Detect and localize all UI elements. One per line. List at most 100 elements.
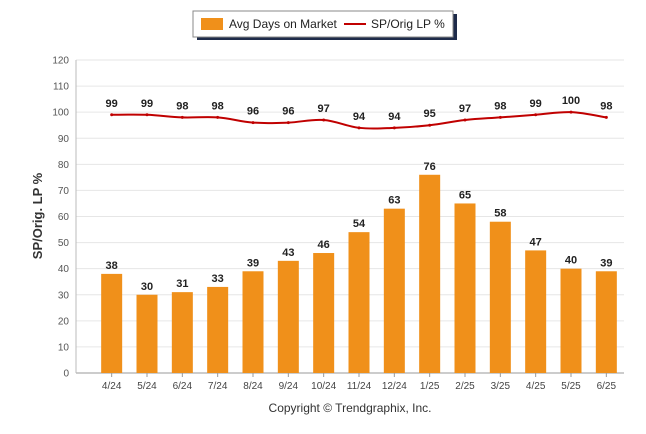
- bar-series: [101, 174, 617, 373]
- line-data-label: 96: [282, 106, 294, 118]
- x-tick-label: 5/24: [137, 381, 157, 392]
- y-tick-label: 90: [58, 134, 70, 145]
- bar: [171, 292, 193, 373]
- line-point: [145, 113, 149, 117]
- bar-data-label: 46: [318, 239, 330, 251]
- bar-data-label: 47: [530, 236, 542, 248]
- line-data-label: 94: [388, 111, 401, 123]
- bar: [313, 253, 335, 373]
- y-tick-label: 20: [58, 316, 70, 327]
- line-data-label: 97: [459, 103, 471, 115]
- line-point: [463, 118, 467, 122]
- line-data-label: 99: [530, 98, 542, 110]
- bar-labels: 38 30 31 33 39 43 46 54 63 76 65 58 47 40 39: [106, 161, 613, 293]
- y-axis-title: SP/Orig. LP %: [30, 172, 45, 259]
- x-axis-ticks: 4/24 5/24 6/24 7/24 8/24 9/24 10/24 11/24 12/24 1…: [102, 373, 617, 392]
- bar-data-label: 33: [212, 273, 224, 285]
- y-tick-label: 100: [52, 108, 69, 119]
- line-data-label: 99: [141, 98, 153, 110]
- line-point: [534, 113, 538, 117]
- bar: [560, 268, 582, 373]
- y-tick-label: 0: [63, 369, 69, 380]
- line-point: [569, 110, 573, 114]
- x-tick-label: 6/25: [597, 381, 617, 392]
- bar: [207, 286, 229, 373]
- bar: [242, 271, 264, 373]
- y-axis-ticks: 0 10 20 30 40 50 60 70 80 90 100 110 120: [52, 56, 69, 380]
- x-tick-label: 4/25: [526, 381, 546, 392]
- line-data-label: 98: [494, 100, 506, 112]
- bar-data-label: 65: [459, 189, 471, 201]
- bar: [383, 208, 405, 373]
- line-point: [428, 123, 432, 127]
- line-point: [110, 113, 114, 117]
- bar-data-label: 39: [600, 257, 612, 269]
- line-data-label: 100: [562, 95, 580, 107]
- x-tick-label: 7/24: [208, 381, 228, 392]
- bar-data-label: 30: [141, 281, 153, 293]
- bar: [101, 273, 123, 373]
- legend-bar-swatch: [201, 18, 223, 30]
- line-data-label: 95: [424, 108, 436, 120]
- bar-data-label: 76: [424, 161, 436, 173]
- y-tick-label: 10: [58, 342, 70, 353]
- y-tick-label: 110: [53, 82, 69, 93]
- bar: [595, 271, 617, 373]
- line-data-label: 98: [176, 100, 188, 112]
- y-tick-label: 40: [58, 264, 70, 275]
- line-point: [216, 115, 220, 119]
- line-series: [110, 110, 608, 130]
- y-tick-label: 60: [58, 212, 70, 223]
- bar-data-label: 31: [176, 278, 188, 290]
- x-tick-label: 4/24: [102, 381, 122, 392]
- line-point: [392, 126, 396, 130]
- legend-label-line: SP/Orig LP %: [371, 17, 445, 31]
- legend: Avg Days on Market SP/Orig LP %: [192, 10, 457, 40]
- line-point: [357, 126, 361, 130]
- bar: [525, 250, 547, 373]
- y-tick-label: 70: [58, 186, 70, 197]
- x-tick-label: 9/24: [279, 381, 299, 392]
- x-tick-label: 11/24: [347, 381, 372, 392]
- bar-data-label: 54: [353, 218, 366, 230]
- y-tick-label: 50: [58, 238, 70, 249]
- y-tick-label: 80: [58, 160, 70, 171]
- x-tick-label: 3/25: [491, 381, 511, 392]
- line-data-label: 99: [106, 98, 118, 110]
- line-point: [604, 115, 608, 119]
- bar: [454, 203, 476, 373]
- line-data-label: 97: [318, 103, 330, 115]
- x-tick-label: 10/24: [311, 381, 336, 392]
- legend-label-bars: Avg Days on Market: [229, 17, 337, 31]
- line-data-label: 98: [600, 100, 612, 112]
- legend-box: [192, 10, 454, 38]
- y-tick-label: 120: [52, 56, 69, 67]
- line-point: [180, 115, 184, 119]
- bar: [348, 232, 370, 373]
- line-data-label: 94: [353, 111, 366, 123]
- line-point: [286, 121, 290, 125]
- bar: [419, 174, 441, 373]
- bar: [489, 221, 511, 373]
- x-tick-label: 12/24: [382, 381, 407, 392]
- copyright-footer: Copyright © Trendgraphix, Inc.: [269, 401, 432, 415]
- x-tick-label: 6/24: [173, 381, 193, 392]
- line-labels: 99 99 98 98 96 96 97 94 94 95 97 98 99 100 98: [106, 95, 613, 123]
- bar-data-label: 38: [106, 260, 118, 272]
- line-data-label: 96: [247, 106, 259, 118]
- bar-data-label: 43: [282, 247, 294, 259]
- bar: [277, 260, 299, 373]
- x-tick-label: 8/24: [243, 381, 263, 392]
- bar-data-label: 58: [494, 208, 506, 220]
- x-tick-label: 5/25: [561, 381, 581, 392]
- line-point: [322, 118, 326, 122]
- bar-data-label: 63: [388, 195, 400, 207]
- y-tick-label: 30: [58, 290, 70, 301]
- line-point: [251, 121, 255, 125]
- bar-data-label: 40: [565, 255, 577, 267]
- x-tick-label: 2/25: [455, 381, 475, 392]
- x-tick-label: 1/25: [420, 381, 440, 392]
- line-data-label: 98: [212, 100, 224, 112]
- bar-data-label: 39: [247, 257, 259, 269]
